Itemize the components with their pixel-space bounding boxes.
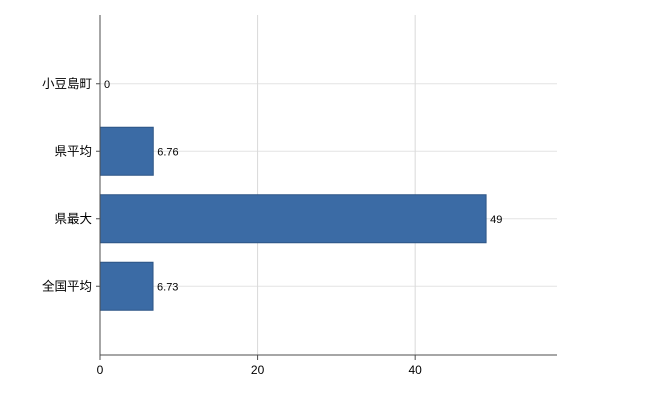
value-label: 0 bbox=[104, 79, 110, 91]
category-label: 小豆島町 bbox=[42, 76, 92, 91]
bar bbox=[99, 126, 154, 176]
x-tick-label: 40 bbox=[408, 363, 422, 377]
value-label: 49 bbox=[490, 214, 502, 226]
category-label: 県最大 bbox=[54, 212, 92, 226]
value-label: 6.73 bbox=[157, 281, 178, 293]
x-tick-label: 20 bbox=[251, 363, 265, 377]
x-tick-label: 0 bbox=[97, 363, 104, 377]
category-label: 県平均 bbox=[54, 144, 92, 158]
value-label: 6.76 bbox=[157, 146, 178, 158]
category-label: 全国平均 bbox=[42, 278, 92, 293]
bar bbox=[99, 261, 154, 311]
bar bbox=[99, 194, 487, 244]
